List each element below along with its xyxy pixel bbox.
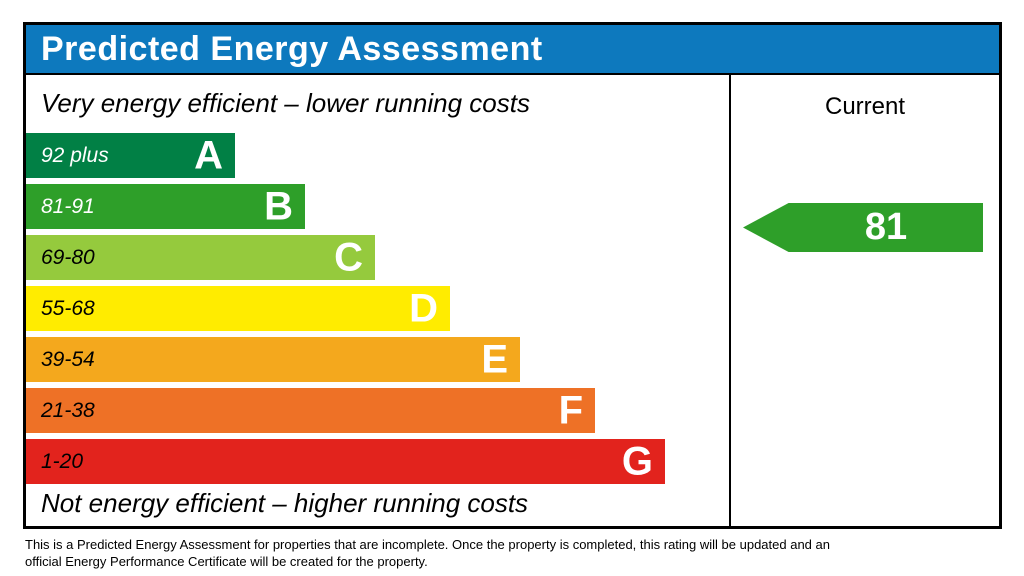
rating-bands: 92 plus A 81-91 B 69-80 C 55-68 D 39-54 — [26, 133, 665, 490]
epc-certificate-box: Predicted Energy Assessment Very energy … — [23, 22, 1002, 529]
epc-band-b: 81-91 B — [26, 184, 305, 229]
footer-line-1: This is a Predicted Energy Assessment fo… — [25, 537, 830, 552]
top-caption: Very energy efficient – lower running co… — [41, 88, 530, 118]
epc-band-d: 55-68 D — [26, 286, 450, 331]
bottom-caption: Not energy efficient – higher running co… — [41, 488, 529, 518]
band-letter: G — [621, 439, 653, 483]
footer-line-2: official Energy Performance Certificate … — [25, 554, 428, 569]
band-range-label: 1-20 — [41, 449, 84, 473]
rating-scale-panel: Very energy efficient – lower running co… — [26, 75, 729, 527]
epc-band-f: 21-38 F — [26, 388, 595, 433]
band-range-label: 55-68 — [41, 296, 95, 320]
epc-band-e: 39-54 E — [26, 337, 520, 382]
band-letter: D — [409, 286, 438, 330]
current-column-header: Current — [824, 93, 906, 120]
band-letter: E — [481, 337, 508, 381]
title-bar: Predicted Energy Assessment — [26, 25, 999, 75]
current-rating-panel: Current 81 — [729, 75, 999, 527]
epc-band-g: 1-20 G — [26, 439, 665, 484]
band-range-label: 81-91 — [41, 194, 95, 218]
band-range-label: 92 plus — [41, 143, 109, 167]
band-letter: F — [558, 388, 583, 432]
band-range-label: 69-80 — [41, 245, 95, 269]
band-range-label: 21-38 — [41, 398, 95, 422]
band-letter: B — [264, 184, 293, 228]
current-rating-arrow: 81 — [743, 203, 983, 252]
page-title: Predicted Energy Assessment — [41, 29, 543, 68]
current-rating-value: 81 — [864, 206, 908, 248]
band-letter: A — [194, 133, 223, 177]
footer-disclaimer: This is a Predicted Energy Assessment fo… — [25, 536, 885, 570]
band-letter: C — [334, 235, 363, 279]
epc-chart-area: Very energy efficient – lower running co… — [26, 75, 999, 527]
epc-band-c: 69-80 C — [26, 235, 375, 280]
band-range-label: 39-54 — [41, 347, 95, 371]
epc-band-a: 92 plus A — [26, 133, 235, 178]
